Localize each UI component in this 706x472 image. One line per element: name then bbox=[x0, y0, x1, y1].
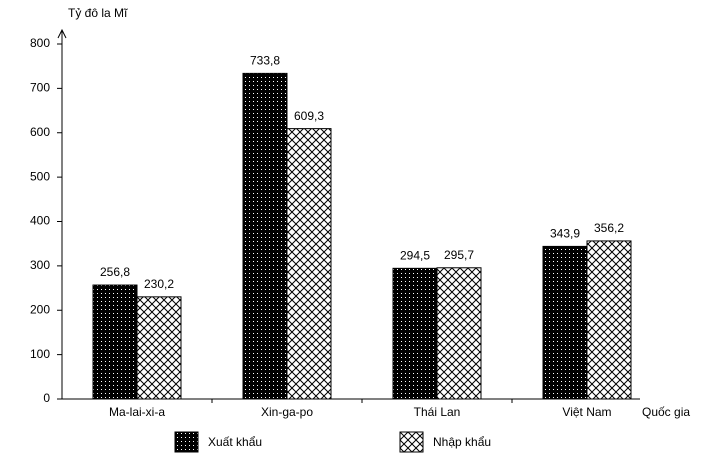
value-label: 295,7 bbox=[444, 248, 474, 262]
y-tick-label: 600 bbox=[30, 125, 50, 139]
bar bbox=[586, 240, 632, 400]
x-tick-label: Xin-ga-po bbox=[261, 405, 313, 419]
value-label: 294,5 bbox=[400, 248, 430, 262]
y-tick-label: 700 bbox=[30, 81, 50, 95]
bar bbox=[392, 267, 438, 400]
value-label: 230,2 bbox=[144, 277, 174, 291]
y-axis-arrow bbox=[57, 28, 67, 39]
legend-swatch bbox=[174, 431, 199, 453]
y-tick-label: 100 bbox=[30, 347, 50, 361]
x-axis-label: Quốc gia bbox=[642, 405, 690, 419]
value-label: 256,8 bbox=[100, 265, 130, 279]
y-tick-label: 300 bbox=[30, 258, 50, 272]
y-axis-label: Tỷ đô la Mĩ bbox=[68, 6, 128, 20]
value-label: 733,8 bbox=[250, 54, 280, 68]
x-tick-label: Ma-lai-xi-a bbox=[109, 405, 165, 419]
y-tick-label: 500 bbox=[30, 169, 50, 183]
y-tick-label: 200 bbox=[30, 302, 50, 316]
bar bbox=[286, 128, 332, 400]
y-tick-label: 800 bbox=[30, 36, 50, 50]
legend-label: Nhập khẩu bbox=[433, 435, 491, 449]
value-label: 609,3 bbox=[294, 109, 324, 123]
legend-label: Xuất khẩu bbox=[208, 435, 262, 449]
value-label: 343,9 bbox=[550, 227, 580, 241]
x-tick-label: Thái Lan bbox=[414, 405, 461, 419]
y-tick-label: 0 bbox=[43, 391, 50, 405]
bar bbox=[542, 245, 588, 400]
value-label: 356,2 bbox=[594, 221, 624, 235]
x-tick-label: Việt Nam bbox=[562, 405, 611, 419]
bar bbox=[242, 72, 288, 400]
bar bbox=[436, 267, 482, 400]
bar bbox=[136, 296, 182, 400]
legend-swatch bbox=[399, 431, 424, 453]
y-tick-label: 400 bbox=[30, 214, 50, 228]
bar bbox=[92, 284, 138, 400]
